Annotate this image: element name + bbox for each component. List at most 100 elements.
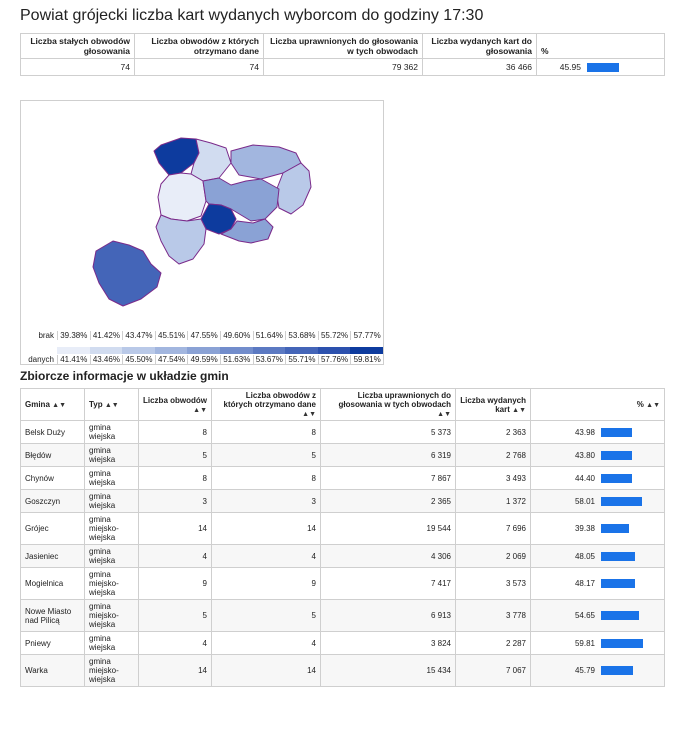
cell-uprawnionych: 5 373 <box>320 420 456 444</box>
cell-liczba-obwodow: 4 <box>138 544 212 568</box>
column-header-liczba-obwodow[interactable]: Liczba obwodów ▲▼ <box>138 388 212 421</box>
sort-icon: ▲▼ <box>646 402 660 409</box>
table-row: Grójec gmina miejsko-wiejska 14 14 19 544 7 6… <box>20 512 665 545</box>
table-row: Belsk Duży gmina wiejska 8 8 5 373 2 363 43.98 <box>20 420 665 444</box>
sort-icon: ▲▼ <box>104 402 119 409</box>
sort-icon: ▲▼ <box>302 411 316 418</box>
cell-pct: 48.05 <box>530 544 665 568</box>
column-header-gmina[interactable]: Gmina ▲▼ <box>20 388 85 421</box>
legend-color-swatch <box>350 347 383 354</box>
cell-gmina: Chynów <box>20 466 85 490</box>
legend-from-value: 57.77% <box>350 331 383 340</box>
cell-liczba-obwodow: 3 <box>138 489 212 513</box>
cell-karty: 1 372 <box>455 489 531 513</box>
table-row: Nowe Miasto nad Pilicą gmina miejsko-wiej… <box>20 599 665 632</box>
cell-gmina: Warka <box>20 654 85 687</box>
column-header-uprawnionych[interactable]: Liczba uprawnionych do głosowania w tych… <box>320 388 456 421</box>
cell-uprawnionych: 6 913 <box>320 599 456 632</box>
map-region-bledow[interactable] <box>155 214 207 265</box>
cell-gmina: Błędów <box>20 443 85 467</box>
cell-uprawnionych: 6 319 <box>320 443 456 467</box>
legend-color-swatch <box>57 347 90 354</box>
legend-color-swatch <box>122 347 155 354</box>
cell-liczba-obwodow: 5 <box>138 443 212 467</box>
column-header-pct[interactable]: % ▲▼ <box>530 388 665 421</box>
summary-received: 74 <box>134 58 264 76</box>
cell-pct: 58.01 <box>530 489 665 513</box>
map-region-pniewy[interactable] <box>153 137 200 176</box>
cell-typ: gmina miejsko-wiejska <box>84 567 139 600</box>
cell-gmina: Pniewy <box>20 631 85 655</box>
pct-value: 48.17 <box>574 579 595 588</box>
cell-uprawnionych: 15 434 <box>320 654 456 687</box>
legend-from-value: 43.47% <box>122 331 155 340</box>
summary-header-received: Liczba obwodów z których otrzymano dane <box>134 33 264 59</box>
section-title: Zbiorcze informacje w układzie gmin <box>20 369 229 383</box>
cell-pct: 48.17 <box>530 567 665 600</box>
pct-value: 39.38 <box>574 524 595 533</box>
pct-bar <box>601 551 635 561</box>
legend-to-value: 45.50% <box>122 355 155 364</box>
column-header-typ[interactable]: Typ ▲▼ <box>84 388 139 421</box>
legend-color-swatch <box>89 347 123 354</box>
summary-header-pct: % <box>536 33 665 59</box>
cell-uprawnionych: 2 365 <box>320 489 456 513</box>
legend-color-scale <box>57 347 383 354</box>
map-region-belsk-duzy[interactable] <box>190 138 232 182</box>
pct-value: 43.98 <box>574 427 595 437</box>
cell-otrzymano: 4 <box>211 544 321 568</box>
cell-liczba-obwodow: 8 <box>138 420 212 444</box>
legend-from-value: 49.60% <box>219 331 253 340</box>
summary-pct-bar <box>587 62 620 72</box>
cell-otrzymano: 9 <box>211 567 321 600</box>
cell-typ: gmina miejsko-wiejska <box>84 599 139 632</box>
legend-to-value: 47.54% <box>154 355 188 364</box>
legend-from-value: 47.55% <box>187 331 220 340</box>
pct-bar <box>601 473 633 483</box>
gminy-table: Gmina ▲▼ Typ ▲▼ Liczba obwodów ▲▼ Liczba… <box>20 388 665 687</box>
cell-typ: gmina miejsko-wiejska <box>84 512 139 545</box>
map-region-mogielnica[interactable] <box>220 218 274 244</box>
legend-row-from: brak 39.38% 41.42% 43.47% 45.51% 47.55% … <box>21 331 383 340</box>
column-header-karty[interactable]: Liczba wydanych kart ▲▼ <box>455 388 531 421</box>
cell-uprawnionych: 19 544 <box>320 512 456 545</box>
legend-from-value: 53.68% <box>285 331 318 340</box>
cell-typ: gmina wiejska <box>84 420 139 444</box>
map-panel: brak 39.38% 41.42% 43.47% 45.51% 47.55% … <box>20 100 384 365</box>
cell-pct: 43.80 <box>530 443 665 467</box>
cell-typ: gmina miejsko-wiejska <box>84 654 139 687</box>
summary-pct-value: 45.95 <box>559 62 581 72</box>
map-region-nowe-miasto[interactable] <box>92 240 162 307</box>
cell-karty: 3 493 <box>455 466 531 490</box>
county-map <box>92 137 312 307</box>
summary-header-eligible: Liczba uprawnionych do głosowania w tych… <box>263 33 423 59</box>
cell-otrzymano: 3 <box>211 489 321 513</box>
legend-to-value: 51.63% <box>219 355 253 364</box>
map-region-grojec[interactable] <box>157 172 207 222</box>
cell-gmina: Goszczyn <box>20 489 85 513</box>
summary-pct-cell: 45.95 <box>536 58 665 76</box>
column-header-otrzymano[interactable]: Liczba obwodów z których otrzymano dane … <box>211 388 321 421</box>
cell-liczba-obwodow: 5 <box>138 599 212 632</box>
legend-from-value: 41.42% <box>89 331 123 340</box>
legend-row-to: danych 41.41% 43.46% 45.50% 47.54% 49.59… <box>21 355 383 364</box>
legend-from-value: 55.72% <box>317 331 351 340</box>
legend-to-value: 59.81% <box>350 355 383 364</box>
legend-color-swatch <box>285 347 318 354</box>
cell-pct: 39.38 <box>530 512 665 545</box>
cell-liczba-obwodow: 8 <box>138 466 212 490</box>
pct-bar <box>601 496 642 506</box>
table-row: Mogielnica gmina miejsko-wiejska 9 9 7 417 3 … <box>20 567 665 600</box>
page-title: Powiat grójecki liczba kart wydanych wyb… <box>20 7 484 24</box>
table-row: Błędów gmina wiejska 5 5 6 319 2 768 43.80 <box>20 443 665 467</box>
cell-karty: 3 573 <box>455 567 531 600</box>
cell-typ: gmina wiejska <box>84 631 139 655</box>
legend-to-value: 41.41% <box>57 355 90 364</box>
cell-karty: 3 778 <box>455 599 531 632</box>
legend-row-to-label: danych <box>28 355 54 364</box>
legend-to-value: 49.59% <box>187 355 220 364</box>
pct-value: 44.40 <box>574 473 595 483</box>
cell-liczba-obwodow: 4 <box>138 631 212 655</box>
cell-pct: 44.40 <box>530 466 665 490</box>
cell-liczba-obwodow: 9 <box>138 567 212 600</box>
